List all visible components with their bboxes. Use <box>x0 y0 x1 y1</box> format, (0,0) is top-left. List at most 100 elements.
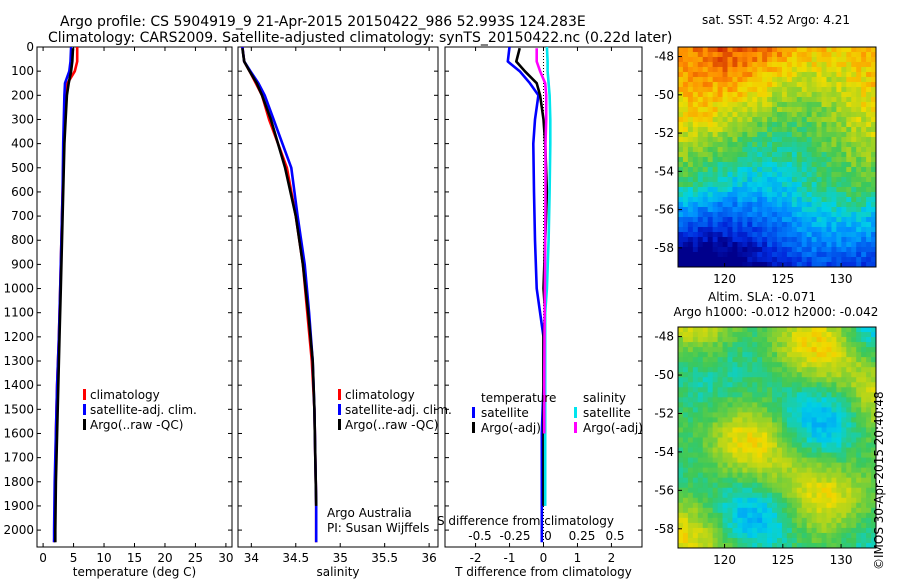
heatmap-cell <box>678 142 684 148</box>
heatmap-cell <box>712 102 718 108</box>
heatmap-cell <box>846 207 852 213</box>
heatmap-cell <box>692 182 699 188</box>
heatmap-cell <box>722 417 728 423</box>
heatmap-cell <box>712 362 718 368</box>
heatmap-cell <box>767 337 773 343</box>
heatmap-cell <box>747 527 753 534</box>
heatmap-cell <box>752 357 758 363</box>
heatmap-cell <box>682 467 689 474</box>
heatmap-cell <box>861 347 867 353</box>
heatmap-cell <box>707 127 714 133</box>
heatmap-cell <box>821 187 827 193</box>
heatmap-cell <box>687 87 694 93</box>
heatmap-cell <box>861 467 867 474</box>
heatmap-cell <box>786 177 793 183</box>
heatmap-cell <box>856 442 862 448</box>
heatmap-cell <box>732 197 738 203</box>
heatmap-cell <box>831 442 837 448</box>
heatmap-cell <box>796 182 803 188</box>
heatmap-cell <box>732 522 738 529</box>
heatmap-cell <box>811 477 817 484</box>
heatmap-cell <box>856 222 862 228</box>
heatmap-cell <box>742 212 748 218</box>
heatmap-cell <box>732 137 738 143</box>
heatmap-cell <box>781 537 788 544</box>
heatmap-cell <box>762 507 768 514</box>
heatmap-cell <box>801 377 808 383</box>
heatmap-cell <box>846 222 852 228</box>
heatmap-cell <box>722 117 728 123</box>
heatmap-cell <box>737 262 743 267</box>
heatmap-cell <box>851 482 857 489</box>
heatmap-cell <box>866 122 872 128</box>
heatmap-cell <box>821 217 827 223</box>
heatmap-cell <box>702 422 709 428</box>
heatmap-cell <box>821 482 827 489</box>
sla-map-title: Altim. SLA: -0.071 <box>708 290 816 304</box>
heatmap-cell <box>786 232 793 238</box>
heatmap-cell <box>846 437 852 443</box>
heatmap-cell <box>687 157 694 163</box>
heatmap-cell <box>866 207 872 213</box>
heatmap-cell <box>831 342 837 348</box>
heatmap-cell <box>871 52 876 58</box>
heatmap-cell <box>772 522 778 529</box>
heatmap-cell <box>682 542 689 548</box>
heatmap-cell <box>841 522 847 529</box>
heatmap-cell <box>831 102 837 108</box>
heatmap-cell <box>871 427 876 433</box>
heatmap-cell <box>732 352 738 358</box>
heatmap-cell <box>826 82 832 88</box>
heatmap-cell <box>762 357 768 363</box>
heatmap-cell <box>801 467 808 474</box>
heatmap-cell <box>732 377 738 383</box>
heatmap-cell <box>841 462 847 469</box>
heatmap-cell <box>816 157 822 163</box>
heatmap-cell <box>712 392 718 398</box>
heatmap-cell <box>697 542 704 548</box>
heatmap-cell <box>727 257 733 263</box>
heatmap-cell <box>781 442 788 448</box>
heatmap-cell <box>861 47 867 53</box>
heatmap-cell <box>856 507 862 514</box>
heatmap-cell <box>702 162 709 168</box>
heatmap-cell <box>786 392 793 398</box>
depth-tick-label: 1700 <box>3 451 34 465</box>
heatmap-cell <box>851 382 857 388</box>
heatmap-cell <box>678 492 684 499</box>
heatmap-cell <box>841 512 847 519</box>
heatmap-cell <box>821 352 827 358</box>
heatmap-cell <box>871 117 876 123</box>
heatmap-cell <box>727 107 733 113</box>
heatmap-cell <box>692 127 699 133</box>
heatmap-cell <box>831 127 837 133</box>
heatmap-cell <box>821 122 827 128</box>
heatmap-cell <box>836 87 842 93</box>
heatmap-cell <box>752 102 758 108</box>
heatmap-cell <box>757 47 763 53</box>
heatmap-cell <box>742 407 748 413</box>
heatmap-cell <box>727 437 733 443</box>
heatmap-cell <box>772 127 778 133</box>
heatmap-cell <box>727 172 733 178</box>
heatmap-cell <box>781 112 788 118</box>
heatmap-cell <box>777 247 783 253</box>
heatmap-cell <box>801 237 808 243</box>
heatmap-cell <box>861 197 867 203</box>
heatmap-cell <box>737 477 743 484</box>
heatmap-cell <box>757 537 763 544</box>
heatmap-cell <box>772 117 778 123</box>
heatmap-cell <box>816 382 822 388</box>
heatmap-cell <box>707 187 714 193</box>
heatmap-cell <box>866 237 872 243</box>
heatmap-cell <box>811 502 817 509</box>
heatmap-cell <box>772 262 778 267</box>
heatmap-cell <box>777 152 783 158</box>
heatmap-cell <box>806 172 813 178</box>
heatmap-cell <box>796 537 803 544</box>
heatmap-cell <box>816 342 822 348</box>
heatmap-cell <box>697 172 704 178</box>
heatmap-cell <box>762 67 768 73</box>
heatmap-cell <box>752 422 758 428</box>
heatmap-cell <box>821 537 827 544</box>
